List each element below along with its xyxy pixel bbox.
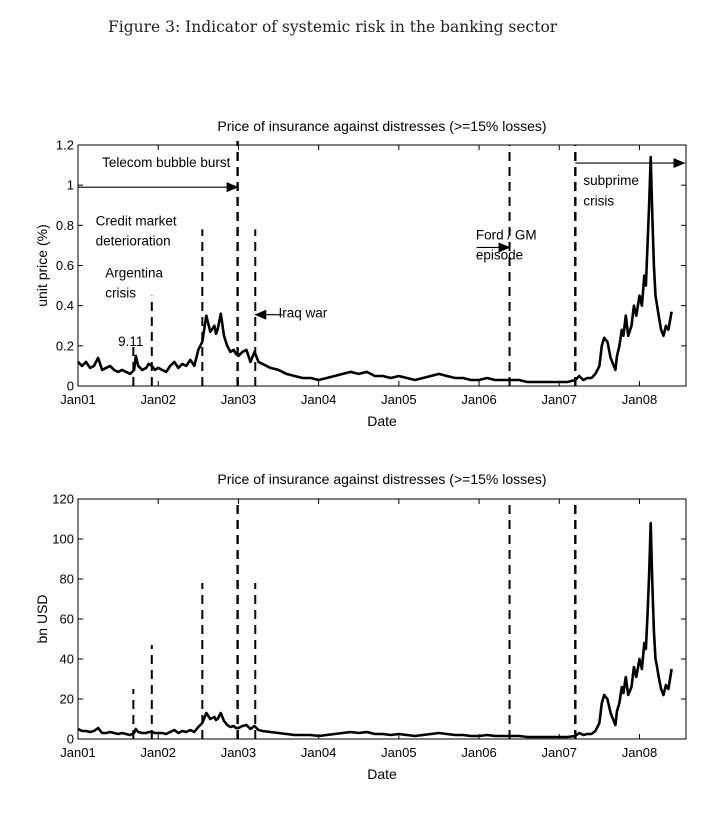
- x-tick-label: Jan05: [381, 392, 416, 407]
- y-tick-label: 0.4: [56, 298, 74, 313]
- x-tick-label: Jan07: [542, 745, 577, 760]
- figure-caption: Figure 3: Indicator of systemic risk in …: [108, 18, 558, 36]
- annotation-label: crisis: [105, 286, 136, 301]
- x-tick-label: Jan04: [301, 745, 336, 760]
- chart-title: Price of insurance against distresses (>…: [217, 471, 546, 487]
- series-line: [77, 521, 673, 739]
- x-tick-label: Jan05: [381, 745, 416, 760]
- x-tick-label: Jan06: [461, 392, 496, 407]
- annotation-label: episode: [476, 247, 523, 262]
- x-tick-label: Jan07: [542, 392, 577, 407]
- x-tick-label: Jan02: [141, 745, 176, 760]
- x-tick-label: Jan06: [461, 745, 496, 760]
- annotation-label: crisis: [583, 193, 614, 208]
- x-tick-label: Jan08: [622, 392, 657, 407]
- annotation-label: Ford / GM: [476, 227, 537, 242]
- x-axis-label: Date: [367, 413, 397, 429]
- x-tick-label: Jan01: [60, 392, 95, 407]
- x-tick-label: Jan08: [622, 745, 657, 760]
- annotation-label: Iraq war: [279, 306, 328, 321]
- y-tick-label: 0: [67, 732, 74, 747]
- annotation-label: 9.11: [118, 334, 143, 349]
- annotation-label: deterioration: [96, 233, 171, 248]
- x-tick-label: Jan03: [221, 392, 256, 407]
- annotation-label: Telecom bubble burst: [102, 155, 231, 170]
- annotation-label: subprime: [583, 173, 639, 188]
- y-tick-label: 1.2: [56, 138, 74, 153]
- series-line: [77, 155, 673, 384]
- x-tick-label: Jan03: [221, 745, 256, 760]
- chart-title: Price of insurance against distresses (>…: [217, 118, 546, 134]
- y-tick-label: 80: [60, 572, 74, 587]
- y-tick-label: 0.2: [56, 338, 74, 353]
- y-tick-label: 0.6: [56, 258, 74, 273]
- y-tick-label: 100: [52, 532, 74, 547]
- y-tick-label: 0: [67, 379, 74, 394]
- x-tick-label: Jan01: [60, 745, 95, 760]
- y-tick-label: 60: [60, 612, 74, 627]
- x-tick-label: Jan02: [141, 392, 176, 407]
- y-tick-label: 20: [60, 692, 74, 707]
- y-tick-label: 40: [60, 652, 74, 667]
- annotation-label: Credit market: [96, 213, 177, 228]
- annotation-label: Argentina: [105, 266, 163, 281]
- chart-panel-2: Price of insurance against distresses (>…: [34, 471, 687, 782]
- y-axis-label: unit price (%): [34, 224, 50, 306]
- y-tick-label: 0.8: [56, 218, 74, 233]
- y-axis-label: bn USD: [34, 594, 50, 643]
- x-tick-label: Jan04: [301, 392, 336, 407]
- chart-panel-1: Price of insurance against distresses (>…: [34, 118, 687, 429]
- plot-frame: [77, 498, 687, 740]
- x-axis-label: Date: [367, 766, 397, 782]
- y-tick-label: 120: [52, 492, 74, 507]
- y-tick-label: 1: [67, 178, 74, 193]
